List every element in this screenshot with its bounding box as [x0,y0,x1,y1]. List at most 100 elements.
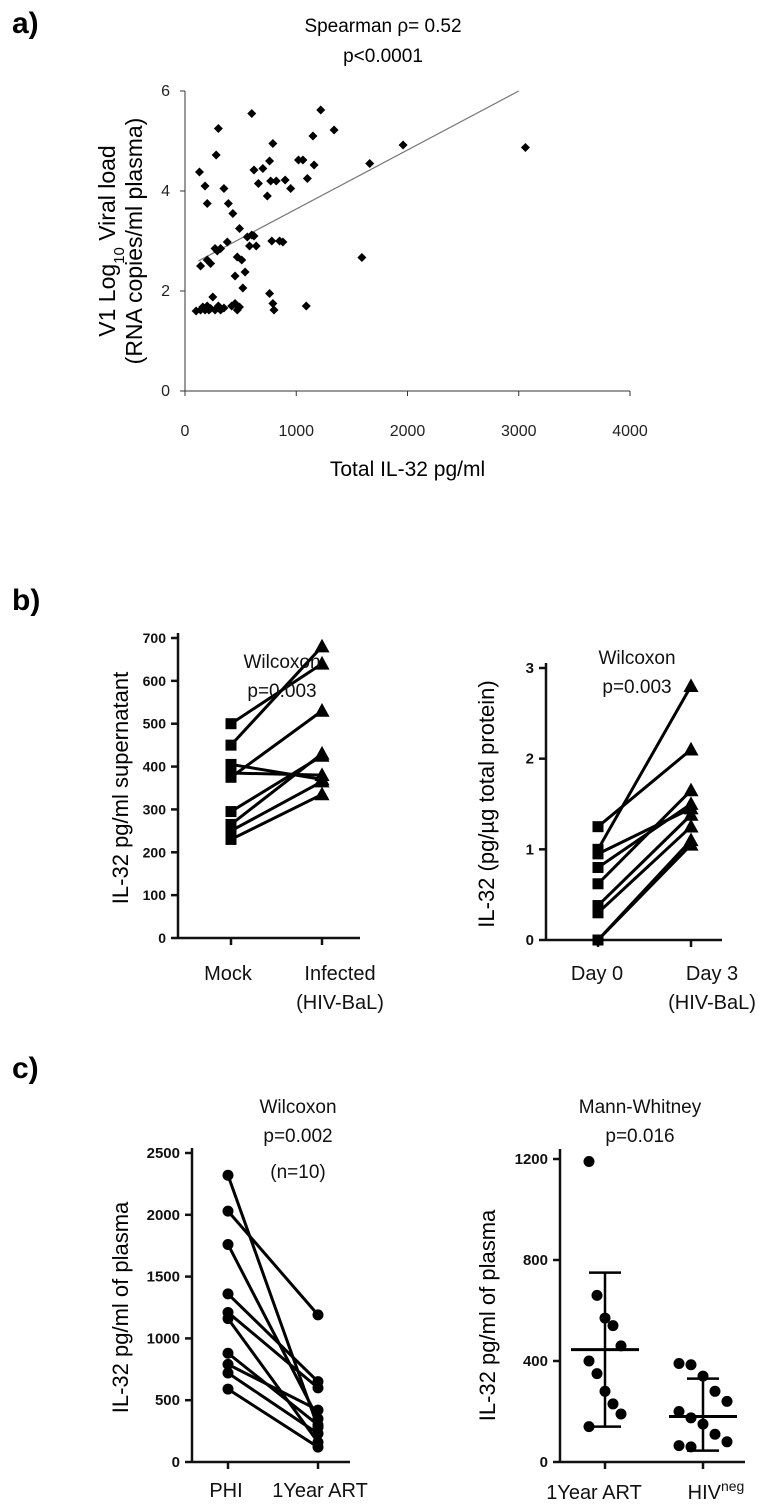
x-tick-label-a: 2000 [390,423,426,440]
data-point-a [219,184,229,193]
data-point-a [266,176,276,186]
data-point-before-b-left [225,718,237,730]
x-category-label-b-left: Infected [304,963,375,985]
data-point-a [293,155,303,165]
p-value-c-left: p=0.002 [263,1126,332,1147]
y-tick-label-b-left: 100 [143,887,167,903]
data-point-after-b-left [314,638,330,653]
data-point-before-c-left [222,1313,234,1325]
data-point-before-b-right [592,900,604,912]
test-name-c-left: Wilcoxon [259,1097,336,1118]
y-tick-label-b-right: 0 [526,932,534,949]
data-point-before-c-left [222,1358,234,1370]
x-tick-label-a: 3000 [501,423,537,440]
data-point-a [309,160,319,170]
y-tick-label-b-right: 3 [526,660,534,677]
data-point-a [235,224,245,233]
y-tick-label-a: 2 [161,283,170,300]
data-point-a [316,105,326,115]
data-point-c-right [583,1355,595,1367]
data-point-a [398,140,408,150]
data-point-a [365,159,375,168]
x-category-label-c-left: 1Year ART [272,1480,368,1502]
panel-label-b: b) [12,584,40,617]
data-point-before-b-left [225,806,237,818]
data-point-after-b-left [314,745,330,760]
y-tick-label-c-left: 2000 [147,1207,180,1224]
data-point-c-right [607,1398,619,1410]
pair-line-c-left [227,1311,319,1389]
data-point-after-c-left [312,1309,324,1321]
y-tick-label-c-left: 2500 [147,1145,180,1162]
pair-line-b-right [596,825,693,914]
data-point-a [202,199,212,208]
data-point-c-right [721,1395,733,1407]
pair-line-c-left [226,1210,320,1316]
pair-line-b-right [596,843,693,942]
data-point-after-b-left [314,703,330,717]
x-category-label-c-right: HIVneg [688,1478,745,1504]
data-point-before-b-left [225,758,237,770]
data-point-before-b-left [225,739,237,751]
data-point-before-c-left [222,1367,234,1379]
y-tick-label-a: 0 [161,383,170,400]
y-tick-label-c-left: 0 [172,1454,180,1471]
data-point-a [235,302,245,312]
data-point-a [208,292,218,302]
pair-line-b-left [230,780,323,833]
data-point-a [301,301,311,311]
data-point-before-b-right [592,907,604,919]
data-point-after-b-right [683,818,699,833]
data-point-before-b-right [592,934,604,946]
y-tick-label-a: 6 [161,83,170,100]
p-value-b-right: p=0.003 [602,677,671,698]
p-value-c-right: p=0.016 [605,1126,674,1147]
pair-line-c-left [226,1292,320,1383]
data-point-a [240,267,250,277]
data-point-a [200,181,210,191]
data-point-c-right [685,1359,697,1371]
data-point-a [329,125,339,135]
pair-line-b-right [597,748,692,828]
y-axis-label-c-left: IL-32 pg/ml of plasma [108,1201,133,1413]
y-tick-label-c-right: 400 [523,1353,548,1370]
pair-line-c-left [226,1243,320,1420]
data-point-after-b-right [683,741,699,756]
y-tick-label-b-left: 400 [143,759,167,775]
x-category-label-b-right: Day 3 [686,963,738,985]
data-point-a [245,241,255,251]
data-point-before-c-left [222,1288,234,1300]
data-point-c-right [591,1289,603,1301]
data-point-a [265,156,275,166]
data-point-a [219,303,229,313]
data-point-a [278,237,288,247]
data-point-after-b-left [314,786,330,801]
x-axis-label-a: Total IL-32 pg/ml [330,458,485,481]
n-note-c-left: (n=10) [270,1162,325,1183]
chart-c-left: 0 500 1000 1500 2000 2500 Wilcoxon p=0.002 (n=10… [108,1097,368,1502]
data-point-c-right [583,1156,595,1168]
data-point-after-c-left [312,1428,324,1440]
y-tick-label-c-right: 800 [523,1252,548,1269]
y-tick-label-c-right: 1200 [515,1151,548,1168]
data-point-a [194,167,204,177]
data-point-before-b-left [225,833,237,845]
data-point-a [262,191,272,201]
x-category-label-b-right: Day 0 [571,963,623,985]
data-point-before-c-left [222,1205,234,1217]
data-point-c-right [721,1436,733,1448]
data-point-before-c-left [222,1383,234,1395]
data-point-before-b-right [592,878,604,890]
data-point-a [249,231,259,241]
data-point-after-c-left [312,1382,324,1394]
y-axis-label-b-left: IL-32 pg/ml supernatant [108,672,133,904]
y-tick-label-b-left: 600 [143,673,167,689]
data-point-c-right [591,1368,603,1380]
pair-line-c-left [226,1317,320,1444]
data-point-a [268,299,278,308]
data-point-a [247,109,257,118]
y-tick-label-b-left: 700 [143,630,167,646]
data-point-before-c-left [222,1347,234,1359]
y-tick-label-c-right: 0 [540,1454,548,1471]
